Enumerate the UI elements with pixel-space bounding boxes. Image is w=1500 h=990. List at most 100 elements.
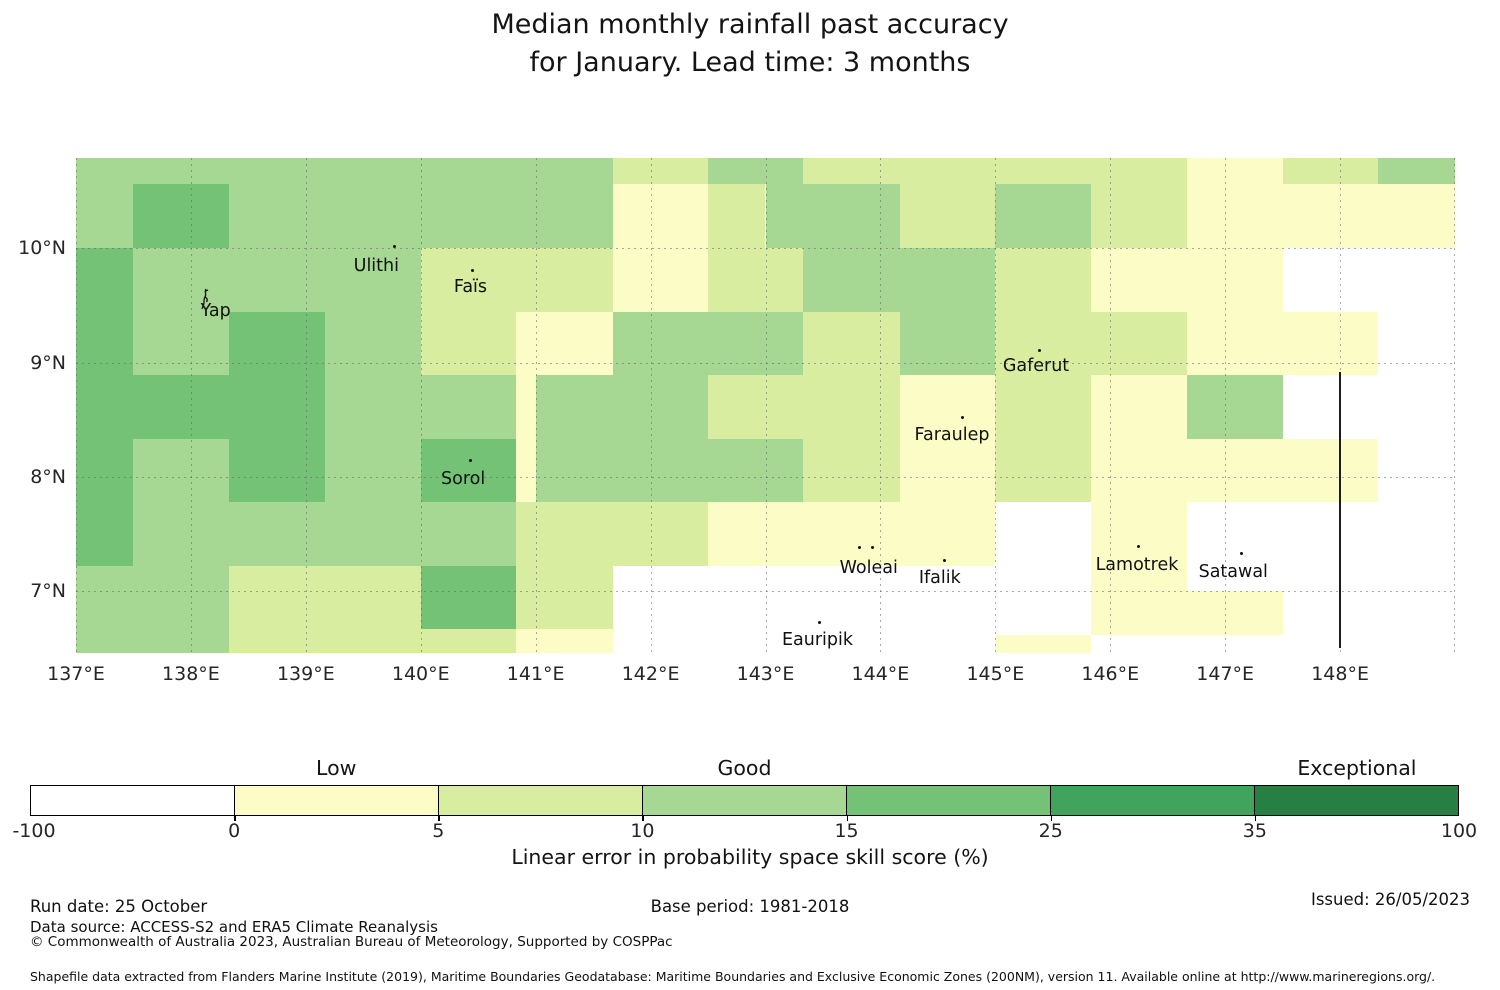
island-label-faraulep: Faraulep xyxy=(914,424,990,445)
map-cell xyxy=(899,375,996,440)
map-cell xyxy=(133,184,229,249)
map-cell xyxy=(1187,591,1283,635)
island-label-sorol: Sorol xyxy=(441,468,486,489)
colorbar-tick-label: 35 xyxy=(1242,820,1267,842)
map-cell xyxy=(516,375,536,440)
colorbar-category-exceptional: Exceptional xyxy=(1297,756,1417,780)
gridline-vertical xyxy=(1110,158,1112,653)
colorbar-tick-mark xyxy=(846,816,849,821)
map-cell xyxy=(228,312,326,376)
colorbar-tick-label: 0 xyxy=(228,820,241,842)
map-cell xyxy=(516,628,613,653)
maritime-boundary-line xyxy=(1339,371,1342,649)
island-dot-faïs xyxy=(470,268,474,272)
colorbar-tick-label: 100 xyxy=(1440,820,1478,842)
colorbar-tick-mark xyxy=(1254,816,1257,821)
map-cell xyxy=(76,439,134,503)
map-cell xyxy=(995,375,1091,440)
map-cell xyxy=(899,312,996,376)
chart-title-line2: for January. Lead time: 3 months xyxy=(529,47,971,78)
map-cell xyxy=(76,375,326,440)
y-tick-label: 7°N xyxy=(30,580,66,603)
island-dot-eauripik xyxy=(818,620,821,624)
footer-data-source: Data source: ACCESS-S2 and ERA5 Climate … xyxy=(30,918,438,936)
map-cell xyxy=(1378,158,1455,185)
island-label-ulithi: Ulithi xyxy=(353,256,399,277)
map-cell xyxy=(1187,312,1378,376)
x-tick-label: 138°E xyxy=(162,663,220,685)
gridline-vertical xyxy=(190,158,192,653)
map-cell xyxy=(708,248,804,313)
map-cell xyxy=(420,312,517,376)
x-tick-label: 145°E xyxy=(966,663,1025,685)
map-cell xyxy=(1187,375,1283,440)
map-cell xyxy=(76,248,134,313)
footer-run-date: Run date: 25 October xyxy=(30,897,208,916)
gridline-vertical xyxy=(995,158,997,653)
island-label-eauripik: Eauripik xyxy=(781,630,854,651)
x-tick-label: 141°E xyxy=(506,663,565,685)
map-cell xyxy=(133,439,229,503)
colorbar-tick-label: 5 xyxy=(432,820,445,842)
gridline-vertical xyxy=(535,158,537,653)
footer-copyright: © Commonwealth of Australia 2023, Austra… xyxy=(30,934,673,950)
map-cell xyxy=(420,439,517,503)
island-dot-satawal xyxy=(1239,552,1243,556)
island-label-ifalik: Ifalik xyxy=(918,568,961,589)
x-tick-label: 137°E xyxy=(47,663,105,685)
colorbar-tick-mark xyxy=(642,816,644,821)
island-dot-faraulep xyxy=(960,416,964,419)
island-dot-ifalik xyxy=(943,558,947,562)
map-cell xyxy=(995,439,1091,503)
map-cell xyxy=(803,248,996,313)
gridline-vertical xyxy=(1225,158,1227,653)
colorbar-segment-15-25 xyxy=(847,786,1051,815)
colorbar-category-low: Low xyxy=(316,756,357,780)
colorbar-tick-label: 10 xyxy=(630,820,655,842)
map-cell xyxy=(1090,248,1283,313)
map-cell xyxy=(76,158,613,185)
x-tick-label: 143°E xyxy=(736,663,795,685)
gridline-horizontal xyxy=(76,476,1455,478)
gridline-vertical xyxy=(765,158,767,653)
map-cell xyxy=(228,439,326,503)
map-cell xyxy=(612,184,709,249)
map-cell xyxy=(1090,184,1188,249)
map-cell xyxy=(516,312,613,376)
island-dot-gaferut xyxy=(1037,348,1041,352)
colorbar-segment-35-100 xyxy=(1255,786,1458,815)
map-cell xyxy=(899,184,996,249)
island-shape-yap xyxy=(198,288,213,314)
x-tick-label: 142°E xyxy=(621,663,680,685)
island-dot-ulithi xyxy=(392,244,396,248)
map-cell xyxy=(765,184,900,249)
map-cell xyxy=(1090,375,1188,440)
map-cell xyxy=(995,634,1091,653)
map-cell xyxy=(1187,158,1283,185)
map-cell xyxy=(133,502,517,567)
colorbar-category-good: Good xyxy=(717,756,772,780)
gridline-horizontal xyxy=(76,362,1455,364)
map-plot-area: Yap Ulithi Faïs Sorol Gaferut Faraulep Woleai I… xyxy=(76,158,1455,653)
map-cell xyxy=(76,184,134,249)
colorbar-tick-label: 25 xyxy=(1038,820,1063,842)
island-label-faïs: Faïs xyxy=(453,277,488,298)
footer-shapefile-note: Shapefile data extracted from Flanders M… xyxy=(30,969,1436,984)
map-cell xyxy=(899,439,996,503)
gridline-vertical xyxy=(1454,158,1455,653)
colorbar xyxy=(30,785,1459,816)
map-cell xyxy=(995,312,1188,376)
map-cell xyxy=(612,248,709,313)
colorbar-tick-mark xyxy=(234,816,236,821)
island-label-satawal: Satawal xyxy=(1198,561,1268,582)
x-tick-label: 144°E xyxy=(851,663,910,685)
x-tick-label: 148°E xyxy=(1311,663,1369,685)
colorbar-segment-5-10 xyxy=(439,786,643,815)
colorbar-title: Linear error in probability space skill … xyxy=(511,845,989,869)
colorbar-segment-10-15 xyxy=(643,786,847,815)
gridline-vertical xyxy=(420,158,422,653)
gridline-vertical xyxy=(76,158,77,653)
map-cell xyxy=(228,628,517,653)
island-dot-woleai xyxy=(870,546,874,550)
map-cell xyxy=(133,312,229,376)
